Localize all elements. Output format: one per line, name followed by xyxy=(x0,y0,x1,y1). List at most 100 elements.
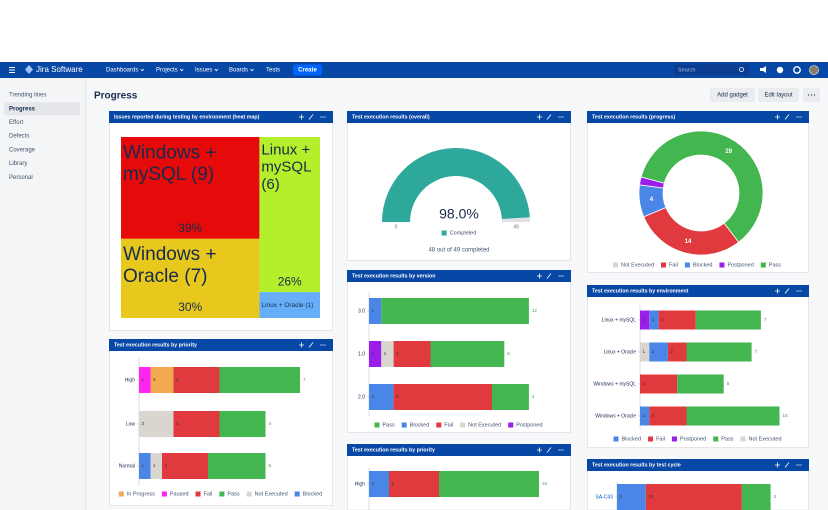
search-placeholder[interactable]: Search xyxy=(678,67,695,73)
product-logo xyxy=(25,65,33,74)
treemap-cell xyxy=(121,137,260,239)
legend-swatch xyxy=(648,436,654,442)
expand-icon[interactable] xyxy=(546,447,552,453)
menu-icon-line xyxy=(9,67,15,68)
search-icon[interactable] xyxy=(739,67,744,72)
gadget-menu-dot[interactable] xyxy=(558,275,560,277)
sidebar-item[interactable]: Trending lines xyxy=(9,93,46,99)
gadget-menu-dot[interactable] xyxy=(800,464,802,466)
gadget-menu-dot[interactable] xyxy=(322,116,324,118)
sidebar-item[interactable]: Progress xyxy=(9,106,36,112)
bar-segment xyxy=(640,406,650,426)
legend-label: Blocked xyxy=(621,436,641,442)
bar-value-label: 5 xyxy=(269,463,272,468)
help-icon[interactable] xyxy=(776,66,784,74)
gadget-menu-dot[interactable] xyxy=(560,116,562,118)
gadget-menu-dot[interactable] xyxy=(798,464,800,466)
move-icon[interactable] xyxy=(299,342,304,348)
gadget-title: Test execution results by priority xyxy=(114,342,197,348)
notifications-icon[interactable] xyxy=(760,66,766,73)
sidebar-item[interactable]: Defects xyxy=(9,134,29,140)
sidebar-item[interactable]: Effort xyxy=(9,120,24,126)
move-icon[interactable] xyxy=(537,114,542,120)
product-name[interactable]: Jira Software xyxy=(36,65,83,74)
gadget-menu-dot[interactable] xyxy=(798,116,800,118)
bar-segment xyxy=(640,310,650,330)
gadget-menu-dot[interactable] xyxy=(560,449,562,451)
bar-value-label: 10 xyxy=(648,494,654,499)
gadget-menu-dot[interactable] xyxy=(562,449,564,451)
expand-icon[interactable] xyxy=(546,114,552,120)
more-dot xyxy=(813,94,816,96)
move-icon[interactable] xyxy=(775,462,780,468)
menu-icon-line xyxy=(9,69,15,71)
treemap-percent: 26% xyxy=(278,274,302,288)
gadget-menu-dot[interactable] xyxy=(558,116,560,118)
bar-segment xyxy=(219,411,266,437)
gadget-menu-dot[interactable] xyxy=(562,116,564,118)
dropdown-chevron xyxy=(250,68,254,72)
menu-icon[interactable] xyxy=(9,67,15,73)
expand-icon[interactable] xyxy=(784,288,790,294)
nav-menu-item[interactable]: Issues xyxy=(195,68,212,74)
add-gadget-bg[interactable] xyxy=(710,88,755,102)
bar-segment xyxy=(645,484,742,510)
gadget-menu-dot[interactable] xyxy=(796,116,798,118)
gadget-menu-dot[interactable] xyxy=(798,290,800,292)
expand-icon[interactable] xyxy=(308,342,314,348)
create-button[interactable]: Create xyxy=(298,68,317,74)
sidebar-item[interactable]: Library xyxy=(9,161,27,167)
nav-menu-item[interactable]: Projects xyxy=(156,68,178,74)
bar-segment xyxy=(649,310,659,330)
settings-icon[interactable] xyxy=(793,66,801,74)
legend-label: Pass xyxy=(382,422,394,428)
edit-layout-bg[interactable] xyxy=(758,88,799,102)
gadget-menu-dot[interactable] xyxy=(558,449,560,451)
expand-icon[interactable] xyxy=(784,114,790,120)
move-icon[interactable] xyxy=(775,114,780,120)
move-icon[interactable] xyxy=(537,447,542,453)
add-gadget-button[interactable]: Add gadget xyxy=(717,93,748,99)
legend-swatch xyxy=(246,491,252,497)
gadget-menu-dot[interactable] xyxy=(800,290,802,292)
edit-layout-button[interactable]: Edit layout xyxy=(764,93,792,99)
move-icon[interactable] xyxy=(775,288,780,294)
search-box[interactable] xyxy=(674,64,749,76)
gadget-title: Test execution results (overall) xyxy=(352,114,430,120)
category-label: 2.0 xyxy=(358,394,365,400)
sidebar-item[interactable]: Coverage xyxy=(9,147,36,153)
bar-value-label: 3 xyxy=(774,494,777,499)
nav-menu-item[interactable]: Dashboards xyxy=(106,68,138,74)
category-label: High xyxy=(125,377,136,383)
move-icon[interactable] xyxy=(299,114,304,120)
gadget-menu-dot[interactable] xyxy=(324,344,326,346)
expand-icon[interactable] xyxy=(784,462,790,468)
nav-menu-item[interactable]: Tests xyxy=(266,68,280,74)
gadget-menu-dot[interactable] xyxy=(560,275,562,277)
gadget-menu-dot[interactable] xyxy=(322,344,324,346)
avatar[interactable] xyxy=(809,65,819,75)
expand-icon[interactable] xyxy=(546,273,552,279)
treemap-label: Linux + Oracle (1) xyxy=(261,302,313,309)
sidebar-item[interactable]: Personal xyxy=(9,175,33,181)
move-icon[interactable] xyxy=(537,273,542,279)
treemap-label: Linux + mySQL (6) xyxy=(261,141,311,193)
gadget-menu-dot[interactable] xyxy=(324,116,326,118)
legend-swatch xyxy=(684,262,690,268)
expand-icon[interactable] xyxy=(308,114,314,120)
legend-swatch xyxy=(294,491,300,497)
nav-menu-item[interactable]: Boards xyxy=(229,68,248,74)
gadget-menu-dot[interactable] xyxy=(562,275,564,277)
gadget-menu-dot[interactable] xyxy=(800,116,802,118)
gadget-menu-dot[interactable] xyxy=(320,116,322,118)
gadget-menu-dot[interactable] xyxy=(796,464,798,466)
category-label[interactable]: SA-C43 xyxy=(595,494,613,500)
bar-segment xyxy=(219,367,300,393)
legend-label: Fail xyxy=(669,262,678,268)
gadget-menu-dot[interactable] xyxy=(320,344,322,346)
gauge-tick-label: 49 xyxy=(513,224,519,230)
bar-value-label: 4 xyxy=(652,413,655,418)
bar-value-label: 10 xyxy=(542,481,548,486)
create-button-bg[interactable] xyxy=(293,64,322,76)
gadget-menu-dot[interactable] xyxy=(796,290,798,292)
